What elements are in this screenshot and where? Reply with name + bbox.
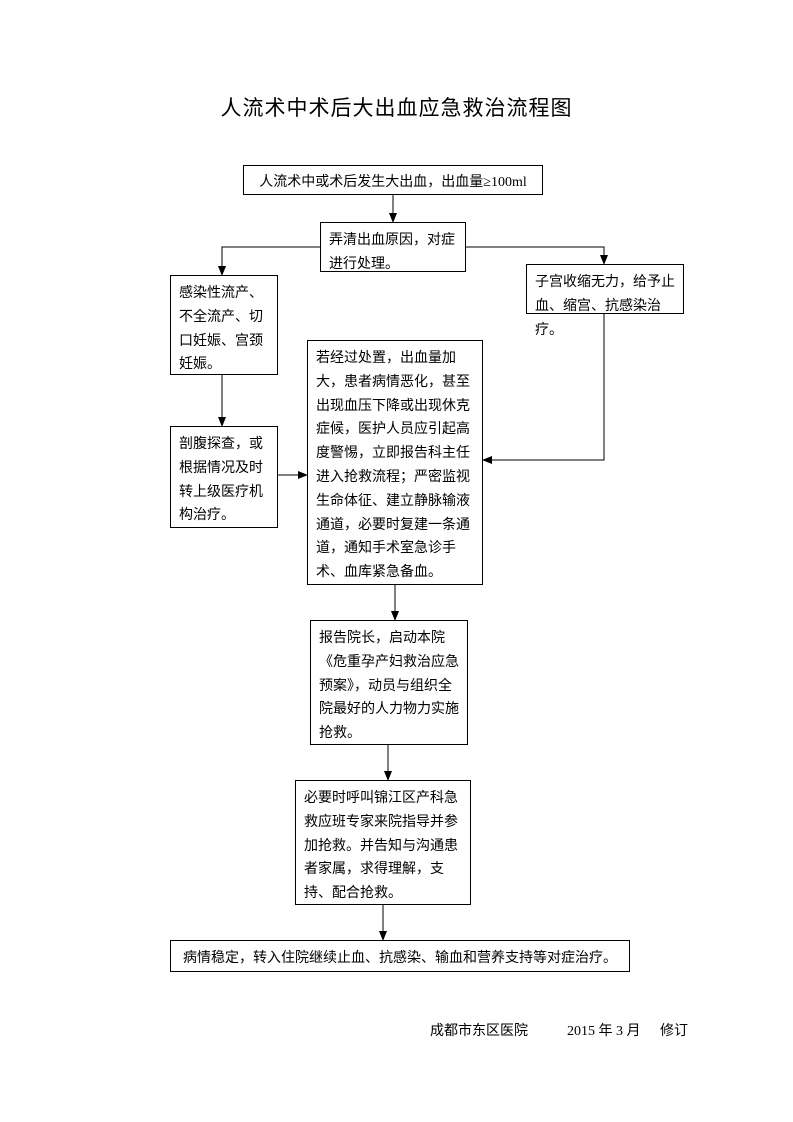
node-report-label: 报告院长，启动本院《危重孕产妇救治应急预案》，动员与组织全院最好的人力物力实施抢…	[319, 631, 459, 741]
node-start: 人流术中或术后发生大出血，出血量≥100ml	[243, 165, 543, 195]
footer-date: 2015 年 3 月	[567, 1020, 641, 1040]
node-infection: 感染性流产、不全流产、切口妊娠、宫颈妊娠。	[170, 275, 278, 375]
footer-hospital: 成都市东区医院	[430, 1020, 528, 1040]
node-worsen-label: 若经过处置，出血量加大，患者病情恶化，甚至出现血压下降或出现休克症候，医护人员应…	[316, 351, 470, 580]
node-cause: 弄清出血原因，对症进行处理。	[320, 222, 466, 272]
node-worsen: 若经过处置，出血量加大，患者病情恶化，甚至出现血压下降或出现休克症候，医护人员应…	[307, 340, 483, 585]
footer-date-text: 2015 年 3 月	[567, 1024, 641, 1039]
footer-hospital-text: 成都市东区医院	[430, 1024, 528, 1039]
node-stable-label: 病情稳定，转入住院继续止血、抗感染、输血和营养支持等对症治疗。	[183, 951, 617, 966]
node-laparotomy-label: 剖腹探查，或根据情况及时转上级医疗机构治疗。	[179, 437, 263, 523]
footer-revision: 修订	[660, 1020, 688, 1040]
node-start-label: 人流术中或术后发生大出血，出血量≥100ml	[259, 175, 526, 190]
node-uterus-label: 子宫收缩无力，给予止血、缩宫、抗感染治疗。	[535, 275, 675, 338]
node-infection-label: 感染性流产、不全流产、切口妊娠、宫颈妊娠。	[179, 286, 263, 372]
page-title: 人流术中术后大出血应急救治流程图	[0, 92, 793, 122]
node-expert: 必要时呼叫锦江区产科急救应班专家来院指导并参加抢救。并告知与沟通患者家属，求得理…	[295, 780, 471, 905]
page-container: 人流术中术后大出血应急救治流程图 人流术中或术后发生大出血，出血量≥100ml …	[0, 0, 793, 1122]
node-stable: 病情稳定，转入住院继续止血、抗感染、输血和营养支持等对症治疗。	[170, 940, 630, 972]
node-laparotomy: 剖腹探查，或根据情况及时转上级医疗机构治疗。	[170, 426, 278, 528]
node-expert-label: 必要时呼叫锦江区产科急救应班专家来院指导并参加抢救。并告知与沟通患者家属，求得理…	[304, 791, 458, 901]
node-uterus: 子宫收缩无力，给予止血、缩宫、抗感染治疗。	[526, 264, 684, 314]
footer-revision-text: 修订	[660, 1024, 688, 1039]
node-cause-label: 弄清出血原因，对症进行处理。	[329, 233, 455, 272]
node-report: 报告院长，启动本院《危重孕产妇救治应急预案》，动员与组织全院最好的人力物力实施抢…	[310, 620, 468, 745]
